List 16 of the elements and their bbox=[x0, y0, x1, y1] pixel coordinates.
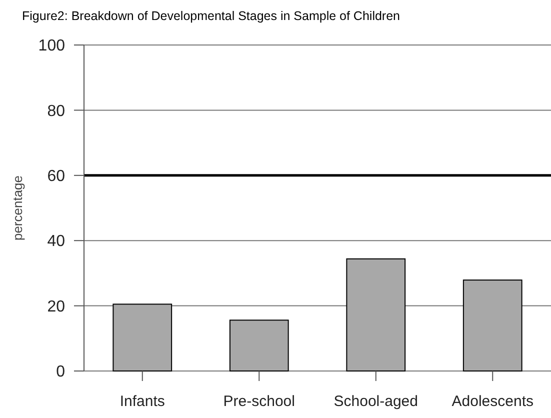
bar bbox=[346, 258, 406, 372]
bar bbox=[462, 280, 522, 372]
y-tick-label: 60 bbox=[47, 168, 66, 185]
y-tick-label: 0 bbox=[56, 364, 66, 381]
x-tick-label: Pre-school bbox=[223, 393, 295, 410]
x-tick-label: Infants bbox=[120, 393, 165, 410]
bar bbox=[229, 320, 289, 372]
chart-title: Figure2: Breakdown of Developmental Stages in Sample of Children bbox=[22, 9, 400, 23]
y-tick-label: 80 bbox=[47, 102, 66, 120]
y-tick-label: 100 bbox=[38, 38, 66, 55]
bar bbox=[112, 304, 172, 372]
y-tick-label: 40 bbox=[47, 233, 66, 250]
x-tick-label: Adolescents bbox=[452, 393, 534, 410]
y-axis-title: percentage bbox=[10, 175, 25, 241]
y-tick-label: 20 bbox=[47, 298, 66, 316]
x-tick-label: School-aged bbox=[334, 393, 418, 410]
